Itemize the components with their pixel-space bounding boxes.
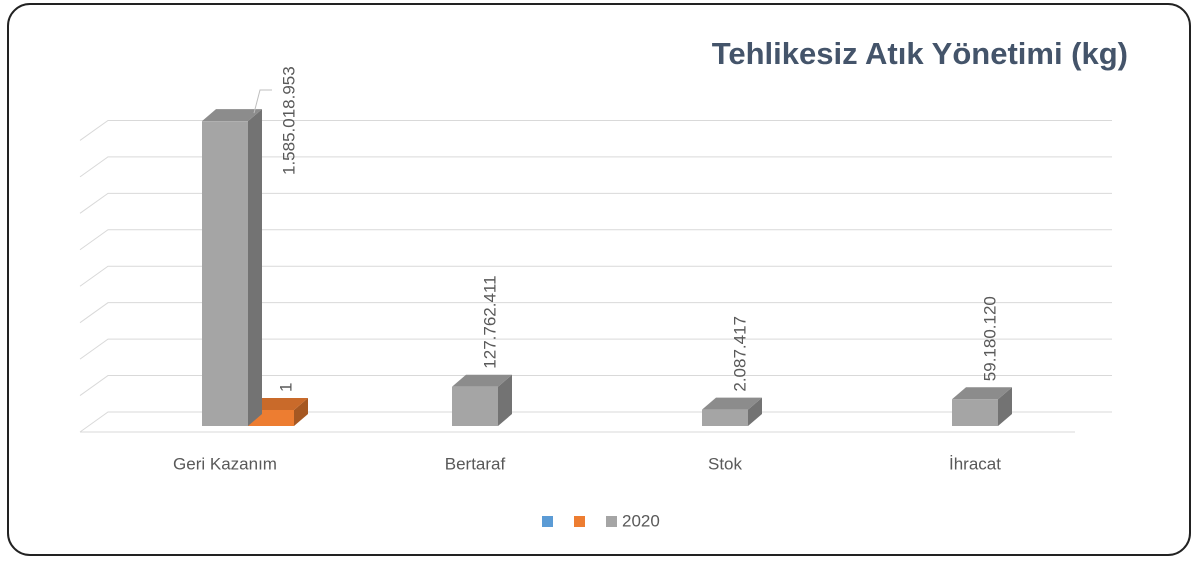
bar [702, 409, 748, 426]
bar-side [248, 109, 262, 427]
grid-line [79, 338, 1112, 360]
leader-line [253, 89, 272, 114]
bar-side [748, 397, 762, 426]
legend-swatch [542, 516, 553, 527]
bar-side [998, 387, 1012, 426]
data-label: 2.087.417 [730, 316, 749, 392]
legend-swatch [574, 516, 585, 527]
x-tick-label: İhracat [949, 454, 1001, 473]
grid-line [79, 375, 1112, 396]
data-label: 127.762.411 [480, 275, 499, 368]
bar-top [248, 398, 308, 410]
data-label: 59.180.120 [980, 296, 999, 381]
grid-line [79, 119, 1112, 141]
legend-swatch [606, 516, 617, 527]
bar-top [952, 387, 1012, 400]
bar [202, 121, 248, 427]
x-tick-label: Bertaraf [445, 454, 506, 473]
bar [952, 399, 998, 426]
grid-line [79, 302, 1112, 324]
chart-title: Tehlikesiz Atık Yönetimi (kg) [712, 36, 1128, 71]
data-label: 1.585.018.953 [279, 66, 298, 175]
x-tick-label: Geri Kazanım [173, 454, 277, 473]
grid-line [79, 411, 1112, 433]
grid-line [79, 156, 1112, 178]
grid-line [79, 192, 1112, 214]
bar-side [498, 374, 512, 426]
bar [452, 386, 498, 426]
grid-line [79, 265, 1112, 287]
bar-side [294, 398, 308, 426]
bar-top [202, 109, 262, 122]
legend-label: 2020 [622, 511, 660, 530]
bar-top [452, 374, 512, 387]
bar-top [702, 397, 762, 410]
grid-line [79, 229, 1112, 251]
data-label: 1 [276, 383, 295, 392]
x-tick-label: Stok [708, 454, 743, 473]
